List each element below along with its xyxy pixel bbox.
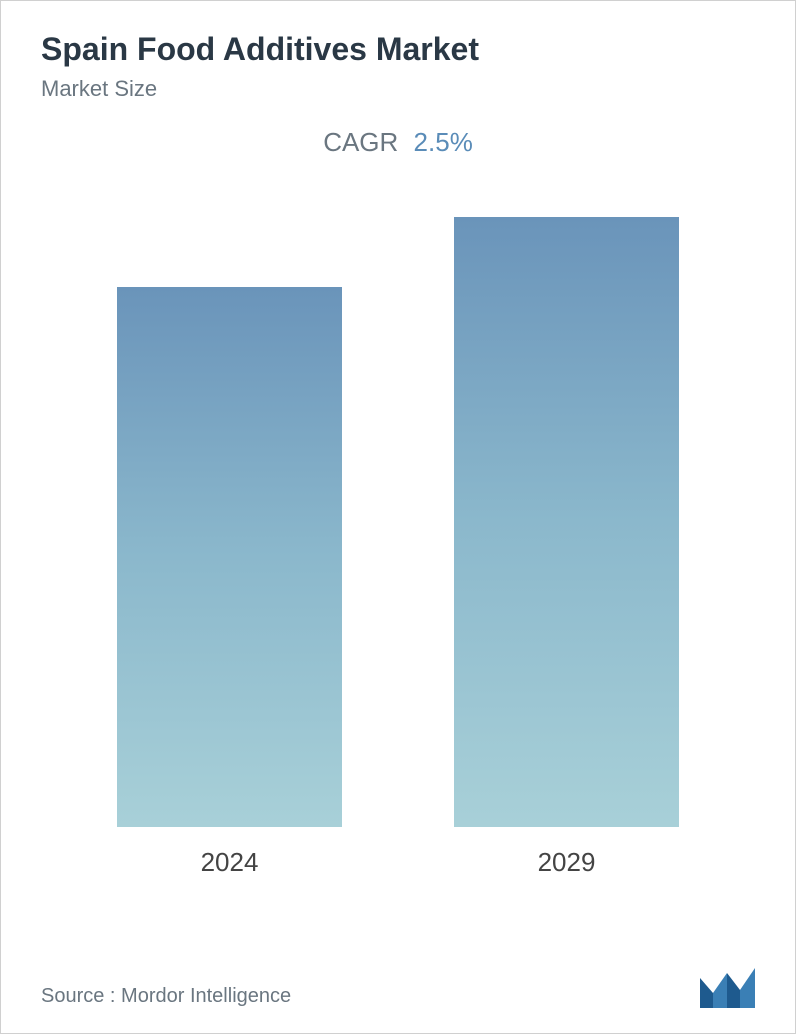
bar-2024 bbox=[117, 287, 342, 827]
bar-group-2024: 2024 bbox=[100, 287, 360, 878]
bar-label-2029: 2029 bbox=[538, 847, 596, 878]
bar-label-2024: 2024 bbox=[201, 847, 259, 878]
bar-group-2029: 2029 bbox=[437, 217, 697, 878]
cagr-label: CAGR bbox=[323, 127, 398, 157]
bar-chart: 2024 2029 bbox=[1, 178, 795, 878]
chart-title: Spain Food Additives Market bbox=[41, 31, 755, 68]
header: Spain Food Additives Market Market Size … bbox=[1, 1, 795, 158]
cagr-value: 2.5% bbox=[414, 127, 473, 157]
mordor-logo-icon bbox=[700, 968, 755, 1008]
bar-2029 bbox=[454, 217, 679, 827]
cagr-row: CAGR 2.5% bbox=[41, 127, 755, 158]
footer: Source : Mordor Intelligence bbox=[41, 968, 755, 1008]
chart-subtitle: Market Size bbox=[41, 76, 755, 102]
source-text: Source : Mordor Intelligence bbox=[41, 985, 291, 1008]
